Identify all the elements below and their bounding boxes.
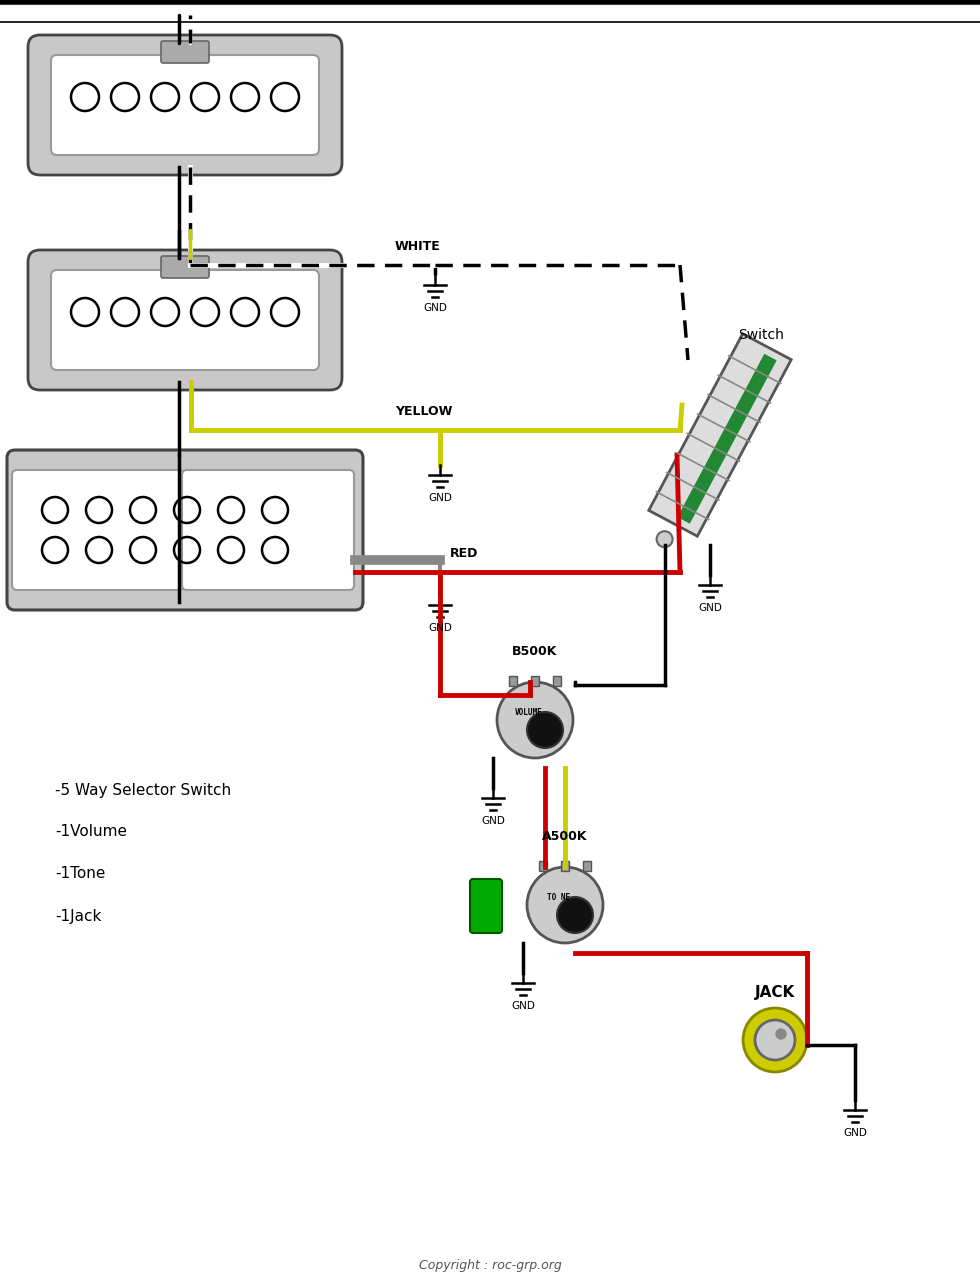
Text: -1Tone: -1Tone <box>55 866 106 882</box>
Text: JACK: JACK <box>755 984 795 999</box>
Text: WHITE: WHITE <box>395 240 441 253</box>
FancyBboxPatch shape <box>28 250 342 390</box>
Polygon shape <box>677 354 777 524</box>
FancyBboxPatch shape <box>7 450 363 610</box>
FancyBboxPatch shape <box>28 35 342 175</box>
Text: YELLOW: YELLOW <box>395 405 453 418</box>
Circle shape <box>743 1008 807 1072</box>
Polygon shape <box>649 334 791 537</box>
FancyBboxPatch shape <box>161 256 209 279</box>
Text: -5 Way Selector Switch: -5 Way Selector Switch <box>55 782 231 797</box>
Text: GND: GND <box>481 815 505 826</box>
Bar <box>531 676 539 686</box>
Bar <box>509 676 517 686</box>
Text: Switch: Switch <box>738 328 784 343</box>
Text: Copyright : roc-grp.org: Copyright : roc-grp.org <box>418 1259 562 1272</box>
FancyBboxPatch shape <box>51 55 319 155</box>
FancyBboxPatch shape <box>182 470 354 590</box>
Circle shape <box>557 897 593 933</box>
Circle shape <box>776 1029 786 1039</box>
Circle shape <box>497 682 573 758</box>
Text: GND: GND <box>511 1001 535 1011</box>
Text: RED: RED <box>450 547 478 560</box>
Text: TO NE: TO NE <box>548 892 570 901</box>
Text: GND: GND <box>423 303 447 313</box>
FancyBboxPatch shape <box>470 879 502 933</box>
Text: VOLUME: VOLUME <box>515 708 543 717</box>
Circle shape <box>527 866 603 943</box>
Text: B500K: B500K <box>513 645 558 658</box>
Text: GND: GND <box>843 1128 867 1137</box>
Text: -1Volume: -1Volume <box>55 824 127 840</box>
Bar <box>561 861 569 872</box>
Text: GND: GND <box>428 493 452 504</box>
Circle shape <box>755 1020 795 1059</box>
Bar <box>553 676 561 686</box>
Text: GND: GND <box>698 603 722 613</box>
Text: A500K: A500K <box>542 829 588 843</box>
FancyBboxPatch shape <box>12 470 184 590</box>
FancyBboxPatch shape <box>51 270 319 371</box>
Circle shape <box>657 532 672 547</box>
Bar <box>539 861 547 872</box>
Text: GND: GND <box>428 622 452 633</box>
Circle shape <box>527 712 563 748</box>
FancyBboxPatch shape <box>161 41 209 63</box>
Bar <box>583 861 591 872</box>
Text: -1Jack: -1Jack <box>55 909 101 924</box>
